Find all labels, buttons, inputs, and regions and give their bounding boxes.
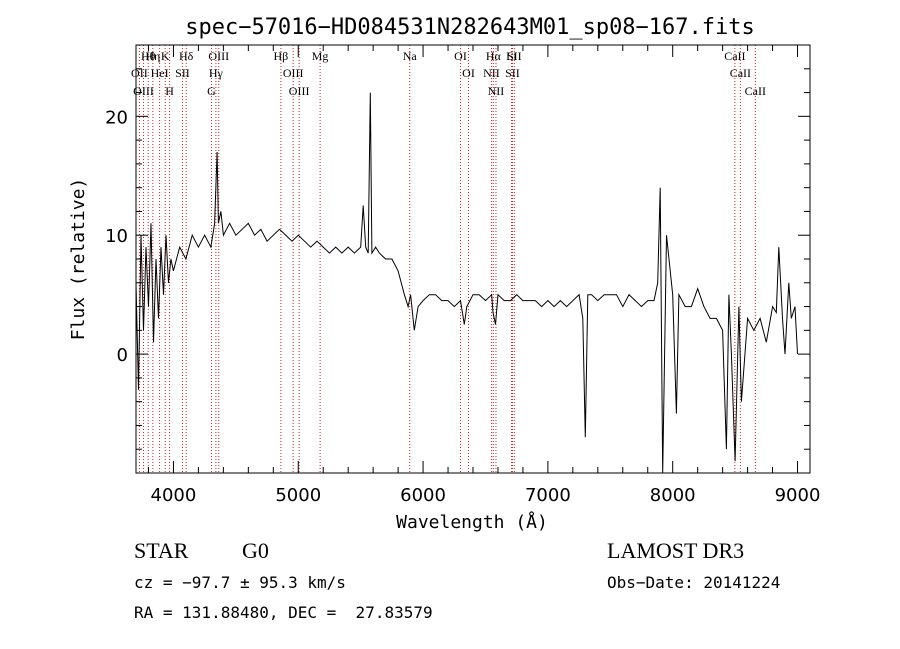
line-label: SII xyxy=(507,49,522,63)
line-label: Hδ xyxy=(179,49,194,63)
line-label: OIII xyxy=(283,66,304,80)
line-label: K xyxy=(161,49,170,63)
spectrum-line xyxy=(135,92,798,474)
line-label: OII xyxy=(131,66,148,80)
x-tick-label: 7000 xyxy=(525,485,571,506)
line-label: OI xyxy=(462,66,475,80)
line-label: OI xyxy=(454,49,467,63)
line-label: H xyxy=(165,84,174,98)
line-markers-layer xyxy=(138,45,756,473)
redshift-cz: cz = −97.7 ± 95.3 km/s xyxy=(134,573,346,592)
y-tick-label: 0 xyxy=(117,345,128,366)
x-axis-label: Wavelength (Å) xyxy=(396,511,548,533)
line-label: Hγ xyxy=(209,66,224,80)
y-axis-label: Flux (relative) xyxy=(68,178,89,341)
x-tick-label: 8000 xyxy=(650,485,696,506)
line-label: HeI xyxy=(151,66,169,80)
line-label: CaII xyxy=(745,84,766,98)
line-label: SII xyxy=(505,66,520,80)
object-subclass: G0 xyxy=(242,538,269,563)
survey-name: LAMOST DR3 xyxy=(607,538,745,563)
line-label: Na xyxy=(403,49,418,63)
obs-date: Obs−Date: 20141224 xyxy=(607,573,781,592)
chart-title: spec−57016−HD084531N282643M01_sp08−167.f… xyxy=(185,15,755,40)
line-label: OIII xyxy=(289,84,310,98)
line-label: Hθ xyxy=(141,49,156,63)
coordinates: RA = 131.88480, DEC = 27.83579 xyxy=(134,603,433,622)
line-label: Hβ xyxy=(274,49,289,63)
line-label: G xyxy=(207,84,216,98)
line-label: Hα xyxy=(486,49,502,63)
line-label: OIII xyxy=(208,49,229,63)
x-tick-label: 4000 xyxy=(151,485,197,506)
line-label: CaII xyxy=(730,66,751,80)
line-label: SII xyxy=(175,66,190,80)
line-label: Li xyxy=(506,49,517,63)
y-tick-label: 20 xyxy=(105,107,128,128)
line-label: NII xyxy=(483,66,500,80)
line-label: Hη xyxy=(145,49,160,63)
line-labels-layer: Hθ OII OIII Hη HeI K H Hδ SII OIII Hγ G Hβ OIII OIII Mg… xyxy=(131,49,766,98)
line-label: Mg xyxy=(312,49,329,63)
x-tick-label: 6000 xyxy=(400,485,446,506)
object-class: STAR xyxy=(134,538,189,563)
line-label: NII xyxy=(488,84,505,98)
y-tick-label: 10 xyxy=(105,226,128,247)
x-axis-ticks: 4000 5000 6000 7000 8000 9000 xyxy=(147,45,821,506)
y-axis-ticks: 0 10 20 xyxy=(105,68,810,450)
x-tick-label: 5000 xyxy=(275,485,321,506)
line-label: OIII xyxy=(133,84,154,98)
line-label: CaII xyxy=(724,49,745,63)
x-tick-label: 9000 xyxy=(775,485,821,506)
plot-frame xyxy=(135,44,811,474)
